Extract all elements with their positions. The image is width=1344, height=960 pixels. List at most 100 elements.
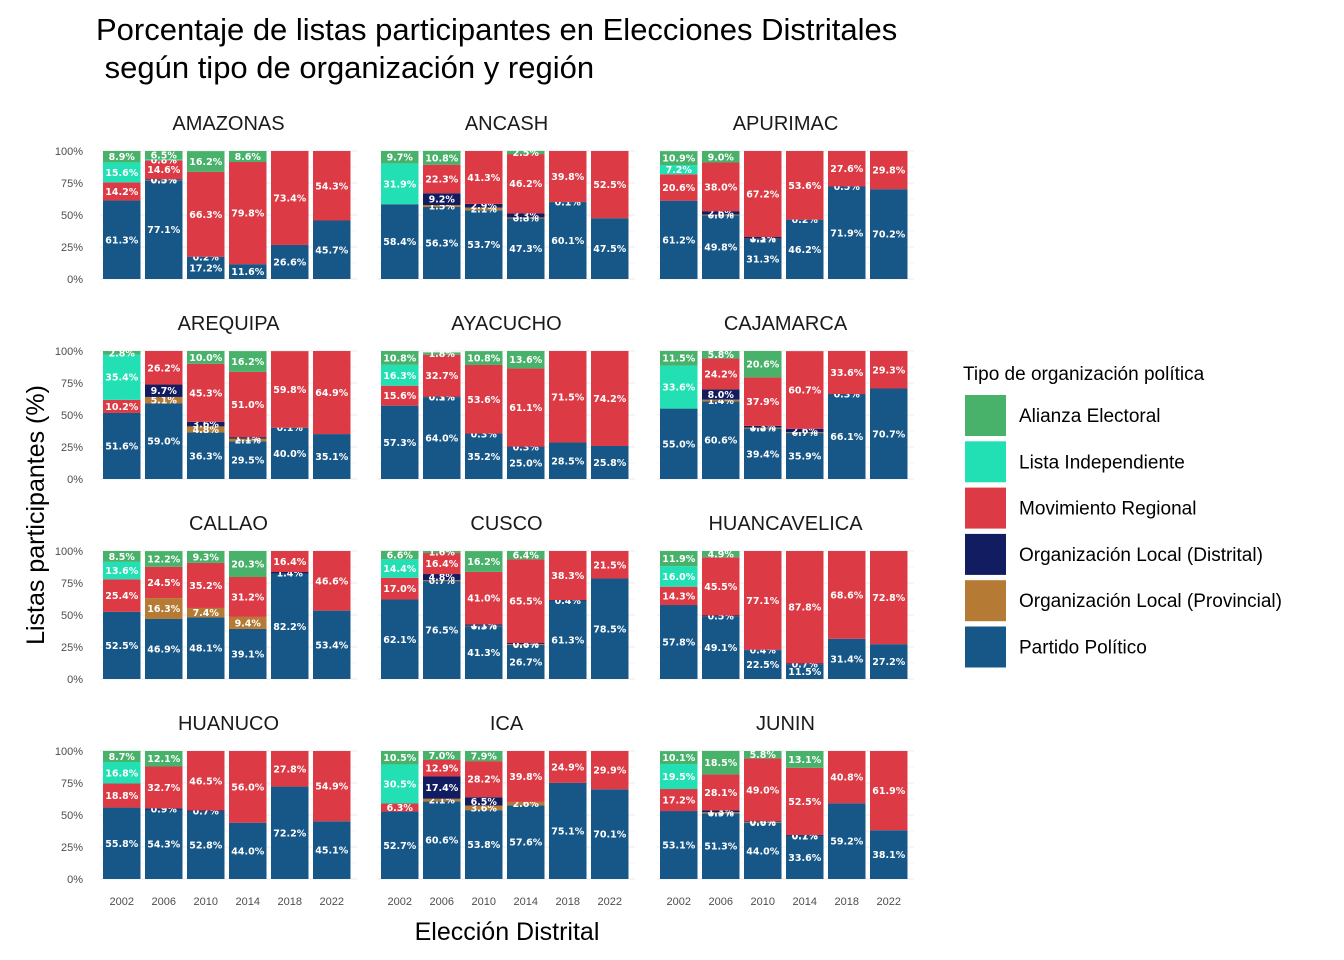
bar-segment-pp: [423, 581, 461, 679]
bar-segment-pp: [786, 219, 824, 279]
panel-cajamarca: CAJAMARCA 55.0% 33.6% 11.5% 60.6% 1.4%8.0% 24.…: [657, 313, 914, 480]
bar-segment-li: [103, 762, 141, 784]
bar-segment-mr: [660, 586, 698, 606]
data-label: 61.9%: [872, 786, 905, 797]
data-label: 27.6%: [830, 164, 863, 175]
data-label: 67.2%: [746, 190, 779, 201]
data-label: 31.9%: [383, 179, 416, 190]
bar-segment-mr: [828, 351, 866, 395]
panel-title: APURIMAC: [733, 113, 839, 135]
bar-segment-op: [744, 427, 782, 429]
data-label: 1.3%: [750, 233, 777, 244]
data-label: 64.9%: [315, 388, 348, 399]
data-label: 13.1%: [788, 755, 821, 766]
x-tick-label: 2002: [110, 896, 134, 908]
data-label: 51.6%: [105, 441, 138, 452]
bar-segment-op: [465, 207, 503, 211]
data-label: 26.6%: [273, 257, 306, 268]
data-label: 35.2%: [467, 452, 500, 463]
legend-swatch: [965, 487, 1006, 529]
data-label: 72.8%: [872, 593, 905, 604]
bar-segment-mr: [870, 351, 908, 389]
data-label: 66.3%: [189, 210, 222, 221]
bar-segment-mr: [702, 557, 740, 616]
x-tick-label: 2002: [667, 896, 691, 908]
legend-swatch: [965, 626, 1006, 668]
data-label: 11.6%: [231, 267, 264, 278]
bar-segment-od: [786, 663, 824, 665]
bar-segment-ae: [423, 551, 461, 554]
bar-segment-mr: [465, 151, 503, 204]
legend-swatch: [965, 580, 1006, 622]
bar-segment-mr: [870, 151, 908, 190]
data-label: 2.9%: [471, 201, 498, 212]
facet-panels: AMAZONAS 0% 25% 50% 75% 100% 61.3% 14.2% 15.6% 8.…: [55, 113, 914, 908]
data-label: 12.9%: [425, 764, 458, 775]
y-tick-label: 75%: [61, 778, 83, 790]
data-label: 8.5%: [109, 552, 136, 563]
data-label: 39.8%: [551, 172, 584, 183]
bar-segment-mr: [507, 751, 545, 802]
data-label: 33.6%: [788, 853, 821, 864]
y-tick-label: 100%: [55, 746, 83, 758]
data-label: 10.2%: [105, 402, 138, 413]
data-label: 16.0%: [662, 572, 695, 583]
bar-segment-pp: [187, 617, 225, 679]
data-label: 65.5%: [509, 597, 542, 608]
x-axis-title: Elección Distrital: [415, 918, 600, 946]
bar-segment-pp: [828, 638, 866, 679]
data-label: 22.5%: [746, 660, 779, 671]
bar-segment-pp: [549, 442, 587, 479]
bar-segment-od: [423, 776, 461, 799]
bar-segment-mr: [103, 579, 141, 612]
bar-segment-li: [103, 354, 141, 400]
bar-segment-op: [702, 214, 740, 216]
data-label: 66.1%: [830, 432, 863, 443]
data-label: 16.2%: [189, 157, 222, 168]
bar-segment-mr: [145, 566, 183, 599]
data-label: 1.1%: [471, 621, 498, 632]
bar-segment-pp: [828, 803, 866, 879]
data-label: 77.1%: [746, 596, 779, 607]
data-label: 7.2%: [666, 165, 693, 176]
data-label: 13.6%: [509, 355, 542, 366]
bar-segment-ae: [465, 751, 503, 762]
bar-segment-li: [381, 163, 419, 205]
bar-segment-ae: [744, 351, 782, 378]
bar-segment-ae: [187, 351, 225, 364]
data-label: 49.8%: [704, 243, 737, 254]
data-label: 0.7%: [792, 428, 819, 439]
panel-title: AREQUIPA: [178, 313, 281, 335]
bar-segment-mr: [229, 162, 267, 265]
bar-segment-pp: [145, 618, 183, 679]
data-label: 44.0%: [231, 846, 264, 857]
bar-segment-od: [229, 437, 267, 439]
panel-callao: CALLAO 0% 25% 50% 75% 100% 52.5% 25.4% 13.6% 8.5%…: [55, 513, 357, 686]
data-label: 16.2%: [467, 557, 500, 568]
bar-segment-pp: [465, 433, 503, 479]
bar-segment-pp: [507, 805, 545, 879]
bar-segment-mr: [423, 759, 461, 777]
legend-label: Lista Independiente: [1019, 452, 1185, 473]
data-label: 61.3%: [105, 235, 138, 246]
panel-title: AYACUCHO: [451, 313, 561, 335]
bar-segment-pp: [381, 599, 419, 679]
data-label: 20.3%: [231, 559, 264, 570]
data-label: 46.2%: [509, 179, 542, 190]
data-label: 38.3%: [551, 571, 584, 582]
data-label: 1.5%: [429, 201, 456, 212]
data-label: 77.1%: [147, 225, 180, 236]
bar-segment-li: [381, 559, 419, 578]
panel-junin: JUNIN 2002 2006 2010 2014 2018 2022 53.1% 17.2% 1…: [657, 713, 914, 908]
data-label: 48.1%: [189, 644, 222, 655]
data-label: 20.6%: [662, 183, 695, 194]
data-label: 4.9%: [708, 550, 735, 561]
data-label: 8.7%: [109, 752, 136, 763]
bar-segment-pp: [187, 256, 225, 279]
bar-segment-op: [507, 801, 545, 806]
bar-segment-op: [702, 399, 740, 402]
data-label: 31.3%: [746, 254, 779, 265]
bar-segment-mr: [145, 351, 183, 385]
y-tick-label: 25%: [61, 642, 83, 654]
bar-segment-mr: [828, 551, 866, 639]
